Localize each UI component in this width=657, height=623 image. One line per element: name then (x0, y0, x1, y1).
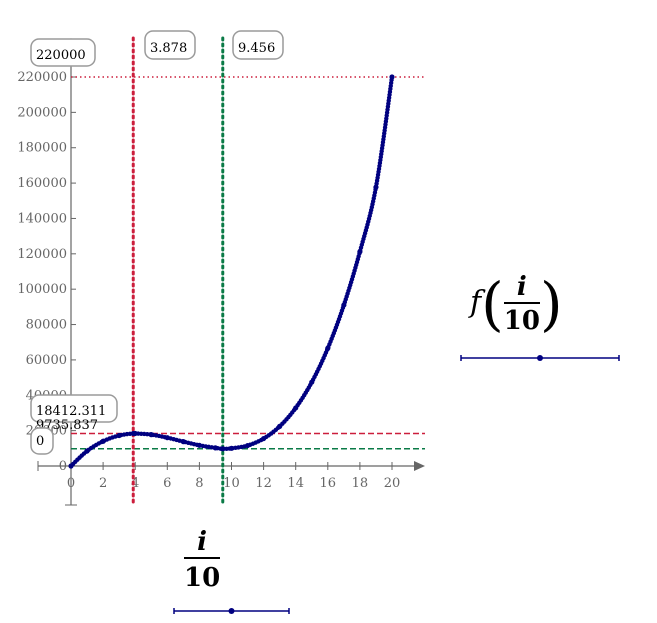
x-marker-2-label: 9.456 (238, 41, 275, 56)
y-tick-label: 160000 (17, 176, 67, 191)
x-expression-denominator: 10 (184, 557, 221, 593)
data-point (220, 446, 226, 452)
data-point (293, 405, 299, 411)
data-point (325, 345, 331, 351)
function-curve (69, 76, 394, 468)
data-point (212, 445, 219, 451)
y-marker-max-label: 18412.311 (36, 404, 106, 419)
x-tick-label: 20 (384, 476, 401, 491)
y-marker-max-label-box[interactable] (30, 394, 118, 423)
y-axis-expression[interactable]: f(i 10) (470, 272, 563, 336)
x-tick-label: 2 (99, 476, 107, 491)
y-tick-label: 120000 (17, 247, 67, 262)
data-point (277, 423, 283, 429)
data-point (180, 438, 186, 445)
y-tick-label: 100000 (17, 282, 67, 297)
x-expression-fraction: i 10 (184, 527, 221, 593)
x-tick-label: 16 (320, 476, 337, 491)
x-axis-expression[interactable]: i 10 (184, 527, 221, 593)
y-tick-label: 60000 (26, 353, 67, 368)
y-zero-label-box[interactable] (30, 427, 54, 455)
data-point (244, 442, 251, 449)
y-tick-label: 0 (59, 459, 67, 474)
close-paren-icon: ) (539, 270, 563, 338)
data-point (357, 249, 363, 255)
data-point (68, 463, 74, 469)
data-point (100, 438, 106, 444)
data-point (164, 435, 170, 441)
y-max-label: 220000 (36, 48, 86, 63)
y-tick-label: 220000 (17, 70, 67, 85)
data-point (389, 74, 395, 80)
x-expression-underline-handle-icon[interactable] (228, 608, 235, 614)
y-marker-min-label: 9735.837 (36, 418, 98, 433)
function-name: f (470, 285, 482, 320)
y-tick-label: 80000 (26, 318, 67, 333)
y-expression-underline-handle-icon[interactable] (537, 355, 543, 361)
x-tick-label: 18 (352, 476, 369, 491)
x-tick-label: 10 (223, 476, 240, 491)
data-point (116, 432, 122, 439)
y-zero-label: 0 (36, 434, 44, 449)
x-marker-1-label: 3.878 (150, 41, 187, 56)
data-point (373, 184, 379, 190)
y-tick-label: 180000 (17, 141, 67, 156)
x-marker-1-label-box[interactable] (144, 30, 196, 60)
data-point (196, 442, 202, 448)
y-expression-fraction: i 10 (503, 272, 540, 336)
data-point (84, 448, 90, 454)
x-tick-label: 0 (67, 476, 75, 491)
x-expression-numerator: i (197, 527, 208, 557)
x-tick-label: 8 (195, 476, 203, 491)
y-expression-numerator: i (516, 272, 527, 302)
y-tick-label: 200000 (17, 105, 67, 120)
data-point (309, 379, 315, 385)
y-expression-denominator: 10 (503, 302, 540, 336)
data-point (148, 432, 154, 438)
x-tick-label: 14 (287, 476, 304, 491)
x-tick-label: 6 (163, 476, 171, 491)
data-point (132, 430, 138, 437)
data-point (341, 302, 347, 308)
x-axis-arrow-icon (414, 461, 425, 471)
y-tick-label: 140000 (17, 211, 67, 226)
y-max-label-box[interactable] (30, 38, 96, 67)
data-point (228, 445, 235, 451)
data-point (261, 435, 267, 442)
x-marker-2-label-box[interactable] (232, 30, 284, 60)
x-tick-label: 4 (131, 476, 139, 491)
open-paren-icon: ( (481, 270, 504, 338)
x-tick-label: 12 (255, 476, 272, 491)
